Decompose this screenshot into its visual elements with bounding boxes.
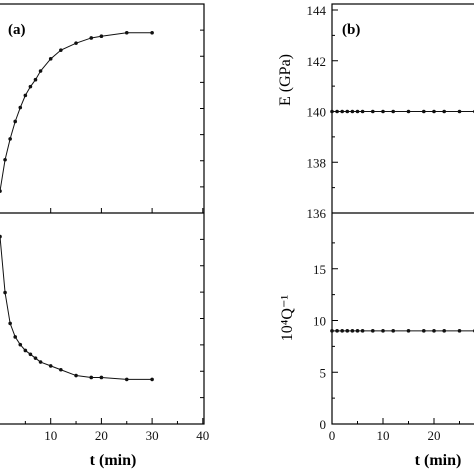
panel-a-lower-point — [0, 234, 2, 239]
panel-a-upper-point — [124, 30, 129, 35]
panel-a-upper-line — [0, 32, 153, 192]
panel-b-e-point — [360, 109, 365, 114]
panel-b-q-ytick-label: 0 — [320, 417, 327, 432]
panel-b-q-point — [345, 329, 350, 333]
panel-a-lower-point — [124, 377, 129, 382]
panel-a-lower-line — [0, 236, 153, 380]
panel-a-lower-point — [48, 364, 53, 368]
panel-a-upper-point — [48, 57, 53, 61]
chart-texts: 10 20 30 40 (a) t (min) 136 138 140 142 144 0 5 10 15 0… — [8, 3, 461, 469]
panel-a-upper-point — [13, 119, 18, 124]
panel-b-e-point — [371, 109, 375, 114]
panel-b-e-point — [335, 109, 339, 114]
panel-b-xtick-label: 10 — [377, 428, 390, 443]
panel-b-q-ytick-label: 10 — [313, 314, 326, 329]
panel-a-lower-point — [150, 377, 154, 382]
panel-b-xtick-label: 20 — [428, 428, 441, 443]
panel-a-xtick-label: 30 — [146, 428, 159, 443]
panel-a-upper-point — [23, 93, 28, 98]
panel-b-q-point — [371, 329, 375, 333]
panel-a-lower-point — [18, 342, 23, 347]
panel-a-upper-point — [33, 77, 38, 82]
panel-b-q-point — [406, 329, 411, 333]
panel-b-label: (b) — [342, 22, 360, 38]
panel-b-frame — [331, 3, 474, 425]
panel-b-q-point — [432, 329, 436, 333]
panel-b-e-point — [330, 109, 334, 114]
panel-a-upper-point — [150, 30, 154, 35]
panel-b-e-ytick-label: 144 — [307, 3, 327, 18]
panel-b-e-point — [432, 109, 436, 114]
panel-b-xlabel: t (min) — [415, 452, 462, 469]
panel-b-e-ylabel: E (GPa) — [277, 54, 294, 106]
panel-b-q-point — [360, 329, 365, 333]
panel-a-lower-point — [13, 335, 18, 339]
panel-b-e-ytick-label: 142 — [307, 54, 327, 69]
panel-b-axes — [331, 3, 474, 425]
panel-a-lower-point — [3, 290, 7, 295]
panel-a-xlabel: t (min) — [90, 452, 137, 469]
panel-b-e-point — [350, 109, 355, 114]
panel-a-upper-point — [74, 41, 78, 45]
panel-b-e-point — [442, 109, 447, 114]
panel-a-lower-point — [89, 375, 94, 380]
panel-b-e-point — [355, 109, 360, 114]
panel-b-q-point — [340, 329, 345, 333]
chart-marks — [0, 30, 474, 382]
panel-b-e-point — [391, 109, 396, 114]
panel-b-e-ytick-label: 138 — [307, 155, 327, 170]
panel-a-lower-point — [38, 360, 43, 364]
panel-a-lower-point — [59, 367, 63, 372]
panel-b-e-ytick-label: 140 — [307, 105, 327, 120]
panel-a-lower-point — [33, 356, 38, 360]
panel-a-upper-point — [0, 189, 2, 193]
panel-a-upper-point — [3, 157, 7, 162]
panel-b-q-point — [335, 329, 339, 333]
panel-b-q-ytick-label: 15 — [313, 262, 326, 277]
panel-a-lower-point — [99, 375, 104, 380]
panel-b-e-point — [457, 109, 462, 114]
panel-a-lower-point — [23, 348, 28, 353]
panel-a-lower-point — [74, 373, 78, 378]
panel-a-upper-point — [89, 36, 94, 40]
panel-b-q-ytick-label: 5 — [320, 365, 327, 380]
panel-b-e-point — [406, 109, 411, 114]
panel-a-lower-point — [8, 321, 12, 326]
panel-b-e-point — [381, 109, 385, 114]
panel-a-xtick-label: 40 — [196, 428, 209, 443]
panel-b-q-point — [442, 329, 447, 333]
panel-a-axes — [0, 3, 205, 425]
panel-a-upper-point — [38, 69, 43, 73]
panel-b-e-point — [422, 109, 426, 114]
panel-b-e-point — [345, 109, 350, 114]
panel-b-e-point — [340, 109, 345, 114]
panel-b-q-point — [422, 329, 426, 333]
panel-a-frame — [0, 3, 205, 425]
panel-b-q-point — [391, 329, 396, 333]
panel-b-xtick-label: 0 — [329, 428, 336, 443]
panel-a-upper-point — [18, 105, 23, 110]
panel-b-e-ytick-label: 136 — [307, 206, 327, 221]
panel-a-upper-point — [59, 48, 63, 52]
panel-b-q-ylabel: 10⁴Q⁻¹ — [279, 295, 296, 342]
panel-a-xtick-label: 10 — [44, 428, 57, 443]
panel-b-q-point — [350, 329, 355, 333]
panel-a-lower-point — [28, 352, 33, 357]
panel-b-q-point — [457, 329, 462, 333]
panel-b-q-point — [330, 329, 334, 333]
panel-a-xtick-label: 20 — [95, 428, 108, 443]
panel-a-upper-point — [99, 34, 104, 39]
panel-a-upper-point — [28, 84, 33, 89]
panel-a-label: (a) — [8, 22, 26, 38]
panel-b-q-point — [355, 329, 360, 333]
panel-a-upper-point — [8, 137, 12, 141]
panel-b-q-point — [381, 329, 385, 333]
